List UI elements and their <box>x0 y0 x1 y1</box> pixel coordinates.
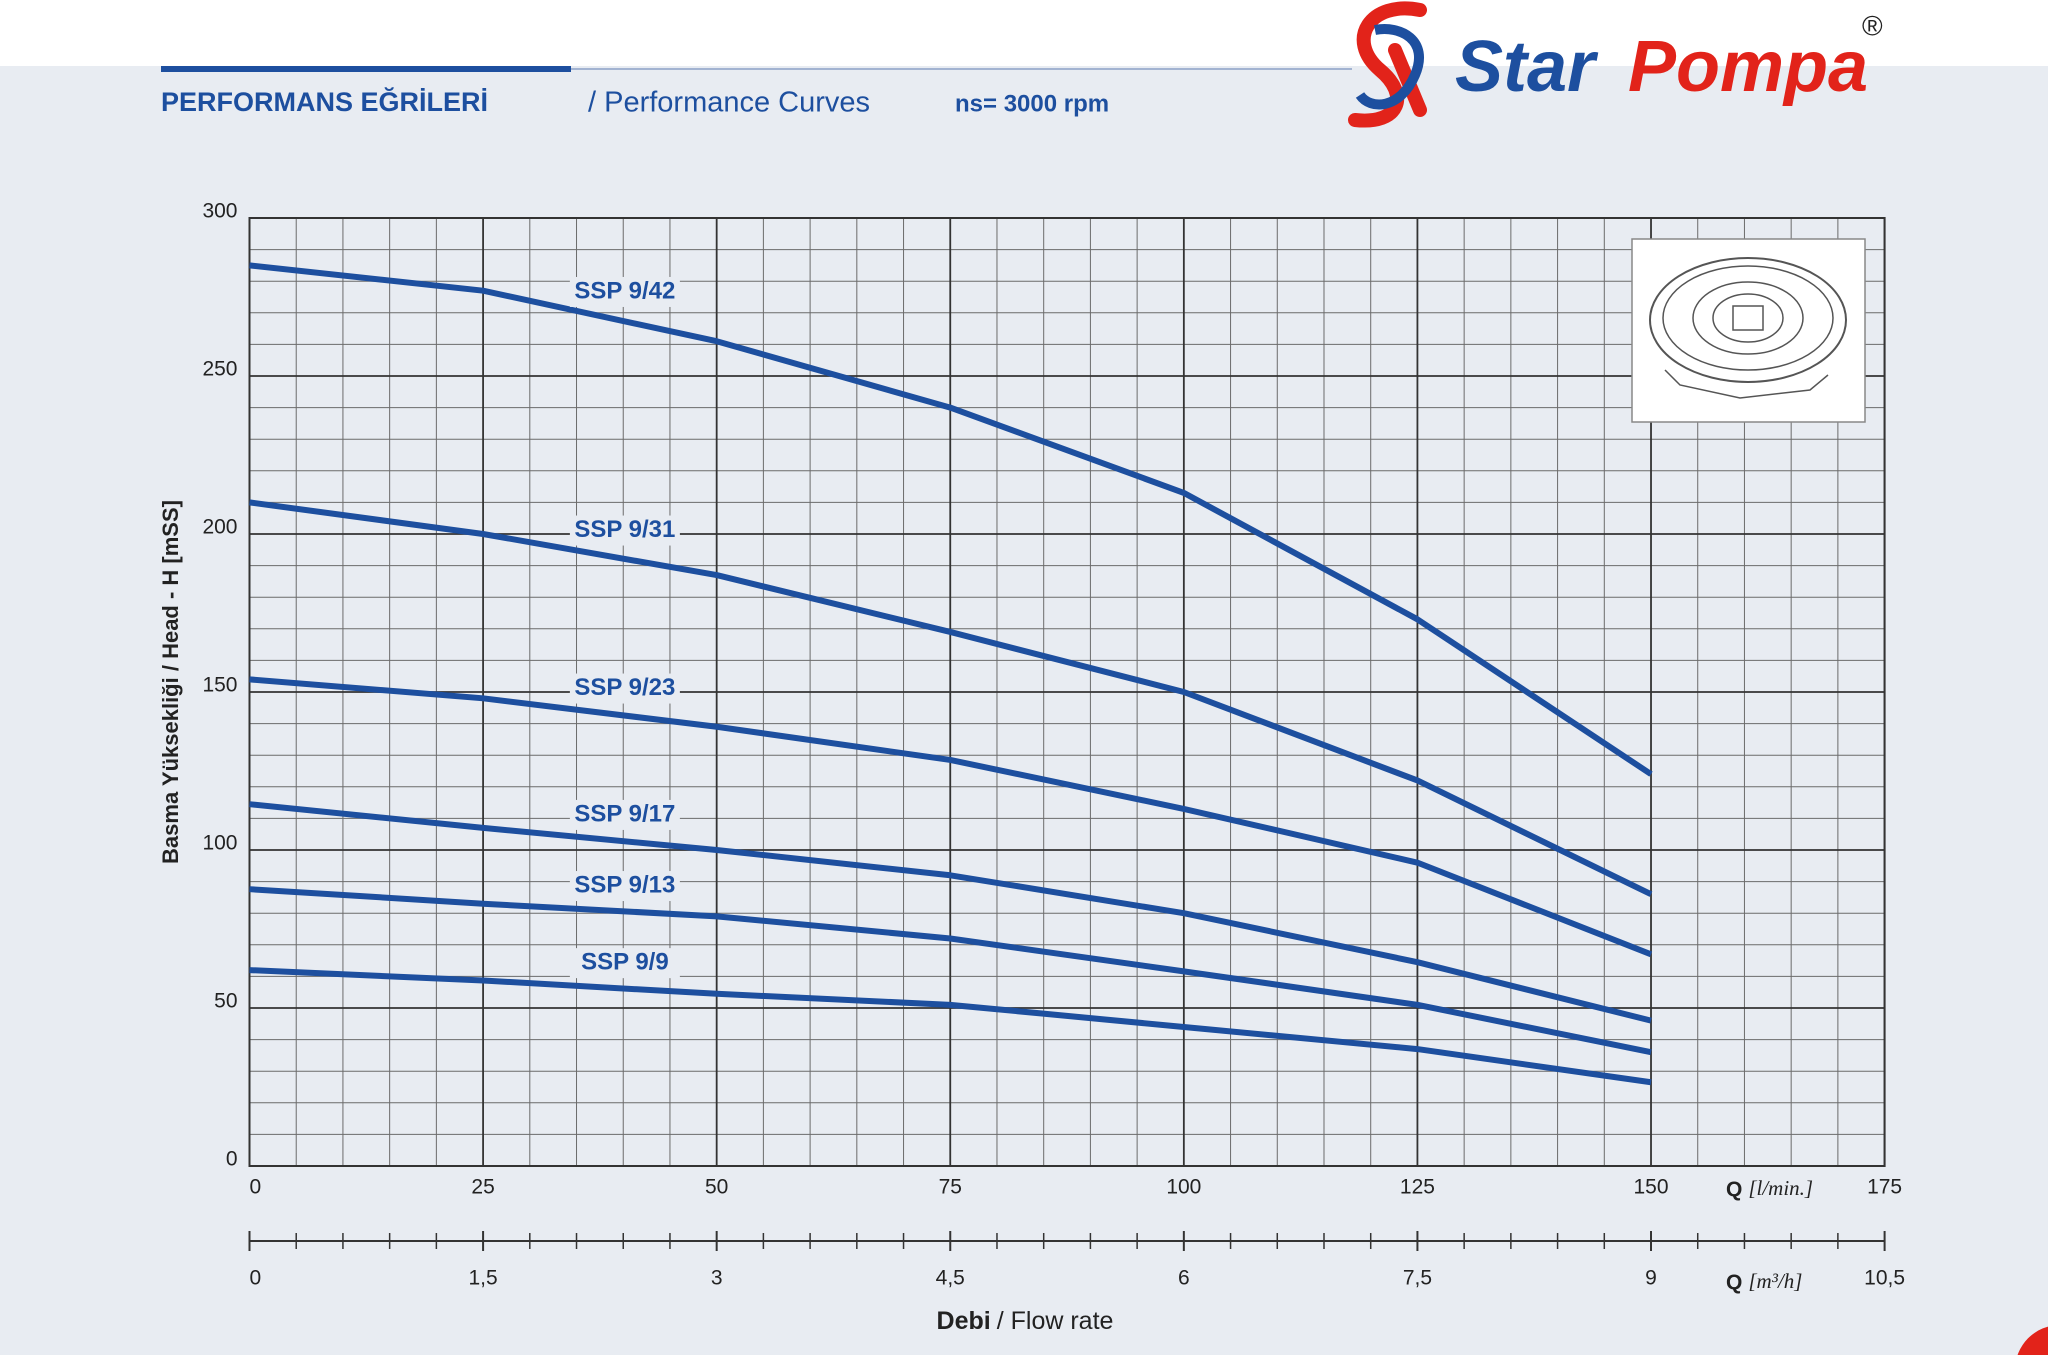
x-tick-label: 100 <box>1166 1176 1201 1199</box>
x-axis-label: Q [l/min.] <box>1726 1176 1813 1201</box>
curve-label-bg <box>569 871 680 902</box>
x-tick-label: 125 <box>1400 1176 1435 1199</box>
x2-axis-label: Q [m³/h] <box>1726 1269 1802 1294</box>
curve <box>249 801 1652 1024</box>
x-tick-label: 50 <box>705 1176 728 1199</box>
curve-label: SSP 9/17 <box>574 800 675 827</box>
x-axis-unit: [l/min.] <box>1748 1176 1813 1200</box>
x-tick-label: 0 <box>250 1176 262 1199</box>
curve <box>249 262 1653 777</box>
curve-label-bg <box>569 948 680 979</box>
x-tick-label: 150 <box>1633 1176 1668 1199</box>
curve <box>249 499 1653 897</box>
y-tick-label: 100 <box>202 832 237 855</box>
curve-label-bg <box>569 276 680 307</box>
curve-label-bg <box>569 515 680 546</box>
x2-tick-label: 6 <box>1178 1267 1190 1290</box>
y-tick-label: 150 <box>202 674 237 697</box>
y-tick-label: 0 <box>226 1148 238 1171</box>
x-axis-title-bold: Debi <box>937 1307 991 1335</box>
plot-frame <box>248 217 1886 1167</box>
curve-label-bg <box>569 673 680 704</box>
title: PERFORMANS EĞRİLERİ <box>161 86 488 117</box>
curve-label: SSP 9/42 <box>574 277 675 304</box>
x-tick-label: 175 <box>1867 1176 1902 1199</box>
x-axis-title: Debi / Flow rate <box>937 1307 1114 1335</box>
header-bar <box>161 66 571 72</box>
x-tick-label: 25 <box>471 1176 494 1199</box>
speed-annotation: ns= 3000 rpm <box>955 90 1109 117</box>
subtitle: / Performance Curves <box>588 87 870 119</box>
x2-tick-label: 3 <box>711 1267 723 1290</box>
logo-word: Star <box>1455 27 1599 107</box>
x-tick-label: 75 <box>939 1176 962 1199</box>
x-axis-title-rest: / Flow rate <box>997 1307 1114 1335</box>
impeller-image <box>1631 238 1866 423</box>
x2-axis-symbol: Q <box>1726 1271 1742 1294</box>
plot-area: 0 25 50 75 100 125 150 175 0 50 100 150 200 250 300 Q [l… <box>158 200 1905 1335</box>
y-tick-label: 200 <box>202 516 237 539</box>
curve-label: SSP 9/23 <box>574 674 675 701</box>
y-tick-label: 250 <box>202 358 237 381</box>
x2-tick-label: 9 <box>1645 1267 1657 1290</box>
curve <box>249 967 1652 1086</box>
y-tick-label: 50 <box>214 990 237 1013</box>
logo: Star Pompa ® <box>1348 1 1883 128</box>
x2-tick-label: 10,5 <box>1864 1267 1905 1290</box>
registered-mark: ® <box>1862 10 1883 41</box>
x2-tick-label: 1,5 <box>468 1267 497 1290</box>
curve-label: SSP 9/31 <box>574 516 675 543</box>
y-tick-label: 300 <box>202 200 237 223</box>
x2-tick-label: 0 <box>250 1267 262 1290</box>
curve <box>249 676 1653 958</box>
curve-label: SSP 9/13 <box>574 871 675 898</box>
x2-tick-label: 4,5 <box>936 1267 965 1290</box>
curve-label-bg <box>569 799 680 830</box>
logo-word: Pompa <box>1628 27 1868 107</box>
curve-label: SSP 9/9 <box>581 948 669 975</box>
y-axis-label: Basma Yüksekliği / Head - H [mSS] <box>158 500 183 864</box>
corner-badge <box>2017 1326 2048 1355</box>
x-axis-symbol: Q <box>1726 1178 1742 1201</box>
curve <box>249 886 1652 1056</box>
x2-axis-unit: [m³/h] <box>1748 1269 1802 1293</box>
x2-tick-label: 7,5 <box>1403 1267 1432 1290</box>
